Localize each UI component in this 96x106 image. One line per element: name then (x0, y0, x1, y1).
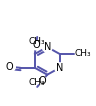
Circle shape (38, 77, 47, 85)
Text: N: N (56, 63, 63, 73)
Text: O: O (38, 76, 46, 86)
Text: N: N (44, 42, 51, 52)
Text: CH₃: CH₃ (74, 50, 91, 58)
Text: CH₃: CH₃ (29, 78, 46, 87)
Text: O: O (6, 62, 14, 72)
Circle shape (32, 41, 40, 50)
Circle shape (42, 42, 52, 52)
Text: O: O (32, 40, 40, 50)
Circle shape (55, 63, 65, 73)
Text: CH₃: CH₃ (29, 37, 46, 46)
Circle shape (6, 62, 15, 71)
